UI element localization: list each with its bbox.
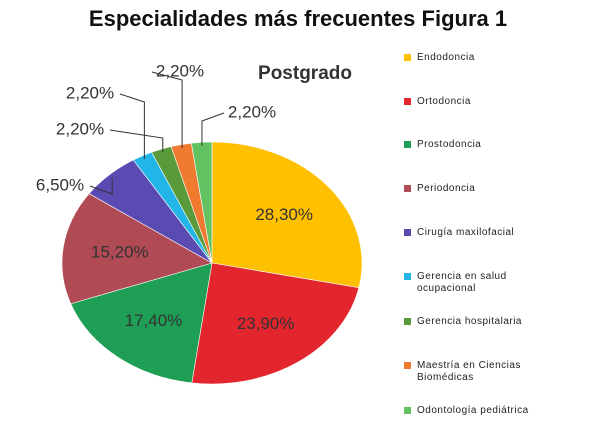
legend-label: Prostodoncia bbox=[417, 139, 482, 150]
legend-label: Endodoncia bbox=[417, 52, 475, 63]
legend-label: Periodoncia bbox=[417, 183, 476, 194]
leader-line bbox=[109, 129, 164, 153]
legend-swatch bbox=[404, 273, 411, 280]
data-label: 2,20% bbox=[156, 61, 204, 80]
data-label: 28,30% bbox=[255, 205, 313, 224]
chart-title: Especialidades más frecuentes Figura 1 bbox=[89, 6, 507, 31]
legend-swatch bbox=[404, 54, 411, 61]
legend-swatch bbox=[404, 229, 411, 236]
data-label: 17,40% bbox=[125, 311, 183, 330]
pie-slice bbox=[191, 262, 360, 385]
data-label: 2,20% bbox=[56, 119, 104, 138]
leader-line bbox=[151, 71, 183, 149]
leader-line bbox=[201, 112, 225, 146]
legend-label: Ortodoncia bbox=[417, 96, 471, 107]
legend-swatch bbox=[404, 141, 411, 148]
data-label: 15,20% bbox=[91, 243, 149, 262]
legend-label: Gerencia hospitalaria bbox=[417, 316, 522, 327]
legend-swatch bbox=[404, 362, 411, 369]
pie-slice bbox=[61, 193, 213, 305]
data-label: 6,50% bbox=[36, 175, 84, 194]
data-label: 23,90% bbox=[237, 314, 295, 333]
legend-swatch bbox=[404, 318, 411, 325]
legend-label: Cirugía maxilofacial bbox=[417, 227, 515, 238]
legend-swatch bbox=[404, 98, 411, 105]
data-label: 2,20% bbox=[228, 102, 276, 121]
legend-swatch bbox=[404, 185, 411, 192]
legend-label: Gerencia en salud ocupacional bbox=[417, 271, 507, 294]
leader-line bbox=[89, 177, 113, 195]
chart-subtitle: Postgrado bbox=[258, 63, 352, 84]
pie-slice bbox=[70, 262, 213, 384]
legend-swatch bbox=[404, 407, 411, 414]
data-label: 2,20% bbox=[66, 83, 114, 102]
legend-label: Odontología pediátrica bbox=[417, 405, 529, 416]
leader-line bbox=[119, 93, 145, 160]
pie-slice bbox=[211, 141, 363, 289]
legend-label: Maestría en Ciencias Biomédicas bbox=[417, 360, 521, 383]
